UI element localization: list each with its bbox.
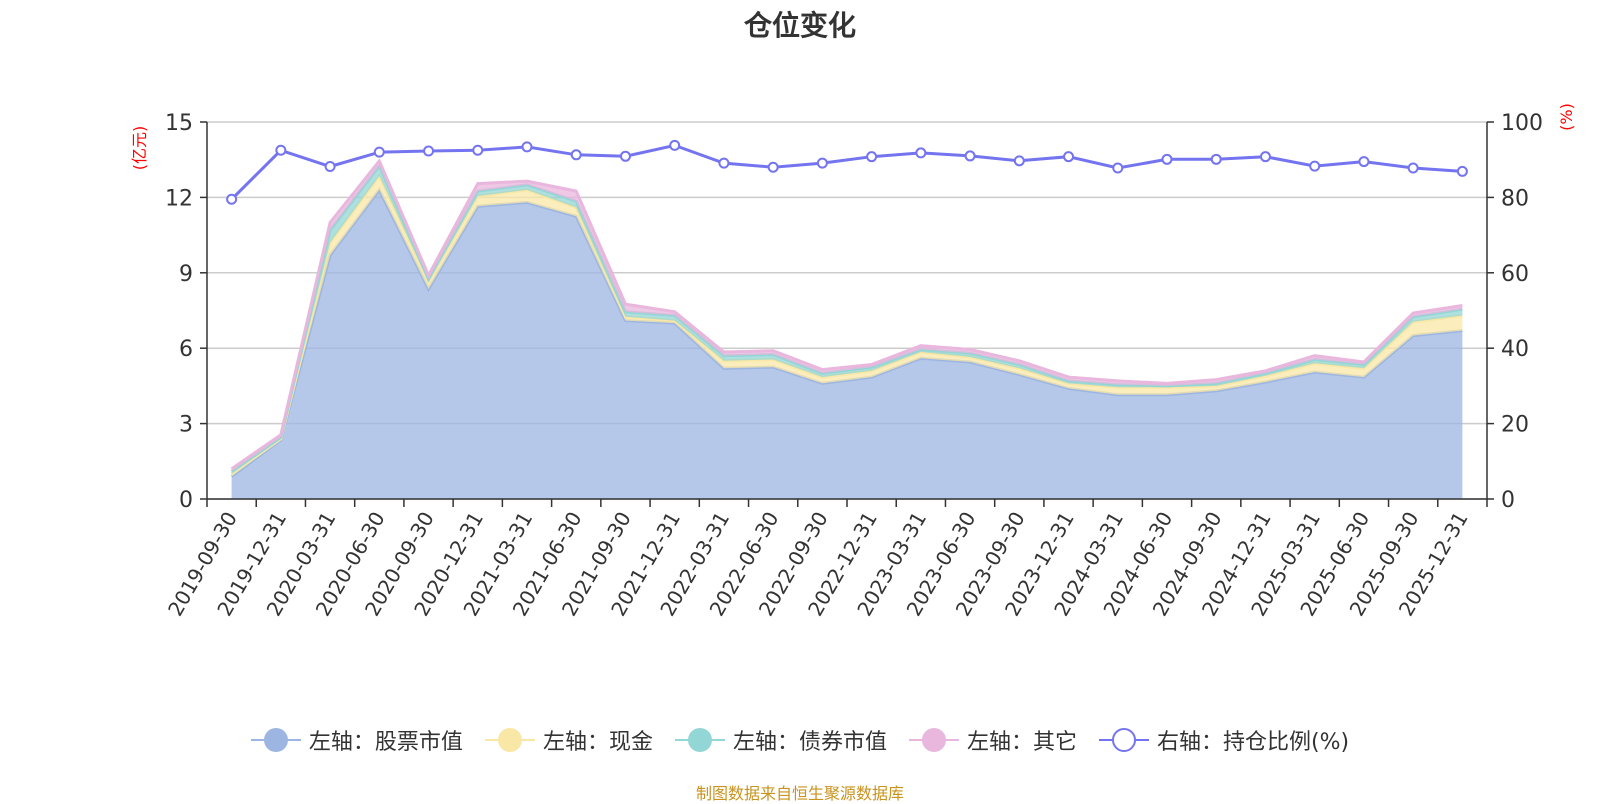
left-tick-label: 3	[179, 413, 193, 438]
ratio-point	[915, 147, 927, 159]
area-左轴：股票市值	[231, 189, 1463, 499]
ratio-point	[1210, 153, 1222, 165]
right-axis-unit-label: (%)	[1557, 103, 1576, 131]
ratio-point	[767, 161, 779, 173]
ratio-point	[373, 146, 385, 158]
chart-title: 仓位变化	[743, 9, 856, 42]
ratio-point	[1063, 151, 1075, 163]
right-tick-label: 100	[1501, 111, 1543, 136]
left-tick-label: 6	[179, 337, 193, 362]
ratio-point	[964, 150, 976, 162]
ratio-point	[816, 157, 828, 169]
chart-canvas: 036912150204060801002019-09-302019-12-31…	[130, 103, 1576, 620]
area-layer	[230, 158, 1463, 499]
legend-item[interactable]: 左轴：债券市值	[674, 724, 887, 756]
ratio-point	[1013, 155, 1025, 167]
ratio-point	[1456, 165, 1468, 177]
ratio-point	[1112, 162, 1124, 174]
legend-label: 左轴：其它	[966, 730, 1077, 755]
ratio-point	[472, 144, 484, 156]
legend-marker-icon	[484, 728, 535, 752]
ratio-point	[718, 157, 730, 169]
right-tick-label: 0	[1501, 488, 1515, 513]
left-tick-label: 15	[165, 111, 193, 136]
legend-label: 左轴：债券市值	[732, 730, 887, 755]
ratio-point	[866, 151, 878, 163]
legend-item[interactable]: 左轴：其它	[908, 724, 1077, 756]
legend-marker-icon	[1098, 728, 1149, 752]
legend-label: 左轴：股票市值	[308, 730, 463, 755]
legend: 左轴：股票市值 左轴：现金 左轴：债券市值 左轴：其它 右轴：持仓比例(%)	[0, 720, 1600, 760]
legend-marker-icon	[908, 728, 959, 752]
ratio-point	[669, 139, 681, 151]
data-source-note: 制图数据来自恒生聚源数据库	[695, 784, 904, 803]
ratio-point	[1407, 162, 1419, 174]
left-tick-label: 9	[179, 262, 193, 287]
ratio-point	[324, 160, 336, 172]
left-axis-unit-label: (亿元)	[130, 126, 149, 171]
legend-item[interactable]: 右轴：持仓比例(%)	[1098, 724, 1350, 756]
right-tick-label: 60	[1501, 262, 1529, 287]
legend-label: 左轴：现金	[542, 730, 653, 755]
ratio-point	[521, 141, 533, 153]
legend-marker-icon	[674, 728, 725, 752]
ratio-point	[570, 149, 582, 161]
right-tick-label: 20	[1501, 413, 1529, 438]
ratio-point	[1358, 156, 1370, 168]
ratio-line-layer	[226, 139, 1468, 205]
legend-label: 右轴：持仓比例(%)	[1156, 730, 1350, 755]
ratio-point	[226, 193, 238, 205]
left-tick-label: 0	[179, 488, 193, 513]
legend-item[interactable]: 左轴：现金	[484, 724, 653, 756]
legend-item[interactable]: 左轴：股票市值	[250, 724, 463, 756]
right-tick-label: 80	[1501, 186, 1529, 211]
ratio-point	[1259, 151, 1271, 163]
line-左轴：其它	[230, 158, 1463, 471]
ratio-point	[423, 145, 435, 157]
left-tick-label: 12	[165, 186, 193, 211]
ratio-point	[619, 150, 631, 162]
right-tick-label: 40	[1501, 337, 1529, 362]
legend-marker-icon	[250, 728, 301, 752]
ratio-line	[230, 143, 1463, 201]
ratio-point	[1309, 160, 1321, 172]
ratio-point	[1161, 153, 1173, 165]
ratio-point	[275, 144, 287, 156]
